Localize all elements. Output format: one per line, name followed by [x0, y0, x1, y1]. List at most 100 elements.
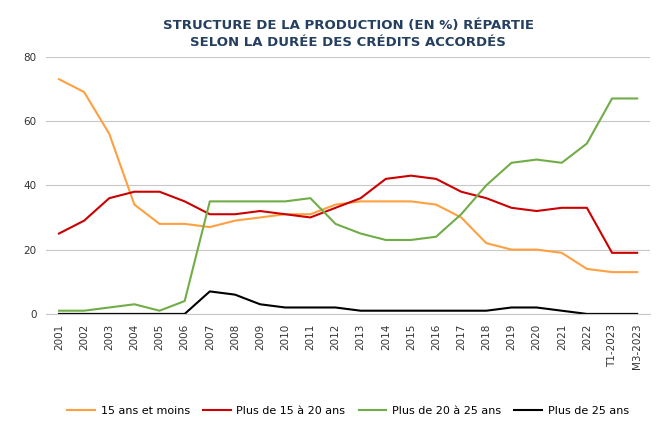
Plus de 15 à 20 ans	[131, 189, 139, 194]
Plus de 15 à 20 ans	[156, 189, 164, 194]
15 ans et moins	[231, 218, 239, 223]
Plus de 20 à 25 ans	[357, 231, 365, 236]
15 ans et moins	[80, 89, 88, 95]
Plus de 25 ans	[432, 308, 440, 313]
Plus de 15 à 20 ans	[55, 231, 63, 236]
Plus de 15 à 20 ans	[633, 250, 641, 255]
Plus de 25 ans	[382, 308, 390, 313]
Plus de 25 ans	[633, 311, 641, 317]
Plus de 15 à 20 ans	[608, 250, 616, 255]
15 ans et moins	[256, 215, 264, 220]
15 ans et moins	[382, 199, 390, 204]
Plus de 25 ans	[231, 292, 239, 297]
15 ans et moins	[332, 202, 339, 207]
15 ans et moins	[532, 247, 540, 252]
15 ans et moins	[633, 269, 641, 275]
Plus de 20 à 25 ans	[558, 160, 566, 165]
Plus de 15 à 20 ans	[256, 208, 264, 214]
15 ans et moins	[558, 250, 566, 255]
15 ans et moins	[483, 241, 491, 246]
15 ans et moins	[55, 77, 63, 82]
15 ans et moins	[507, 247, 515, 252]
Plus de 25 ans	[55, 311, 63, 317]
15 ans et moins	[281, 211, 289, 217]
Plus de 20 à 25 ans	[608, 96, 616, 101]
Plus de 25 ans	[256, 302, 264, 307]
Plus de 20 à 25 ans	[457, 211, 465, 217]
Plus de 20 à 25 ans	[532, 157, 540, 162]
Plus de 25 ans	[306, 305, 314, 310]
15 ans et moins	[583, 266, 591, 272]
Plus de 20 à 25 ans	[407, 237, 415, 242]
Plus de 20 à 25 ans	[306, 195, 314, 201]
15 ans et moins	[306, 211, 314, 217]
Plus de 15 à 20 ans	[507, 205, 515, 211]
Plus de 20 à 25 ans	[256, 199, 264, 204]
Plus de 20 à 25 ans	[332, 221, 339, 227]
Line: Plus de 25 ans: Plus de 25 ans	[59, 291, 637, 314]
Plus de 15 à 20 ans	[105, 195, 113, 201]
Legend: 15 ans et moins, Plus de 15 à 20 ans, Plus de 20 à 25 ans, Plus de 25 ans: 15 ans et moins, Plus de 15 à 20 ans, Pl…	[63, 402, 633, 421]
Plus de 20 à 25 ans	[80, 308, 88, 313]
Plus de 20 à 25 ans	[206, 199, 213, 204]
Plus de 25 ans	[457, 308, 465, 313]
Plus de 25 ans	[583, 311, 591, 317]
Plus de 25 ans	[206, 289, 213, 294]
Plus de 20 à 25 ans	[633, 96, 641, 101]
Line: 15 ans et moins: 15 ans et moins	[59, 79, 637, 272]
Plus de 20 à 25 ans	[281, 199, 289, 204]
Plus de 15 à 20 ans	[432, 176, 440, 181]
Plus de 15 à 20 ans	[407, 173, 415, 178]
Plus de 15 à 20 ans	[357, 195, 365, 201]
Plus de 15 à 20 ans	[532, 208, 540, 214]
Plus de 15 à 20 ans	[80, 218, 88, 223]
Plus de 25 ans	[80, 311, 88, 317]
Plus de 15 à 20 ans	[457, 189, 465, 194]
Plus de 25 ans	[332, 305, 339, 310]
Line: Plus de 20 à 25 ans: Plus de 20 à 25 ans	[59, 99, 637, 311]
Plus de 25 ans	[407, 308, 415, 313]
Plus de 20 à 25 ans	[507, 160, 515, 165]
15 ans et moins	[357, 199, 365, 204]
15 ans et moins	[407, 199, 415, 204]
Plus de 15 à 20 ans	[332, 205, 339, 211]
Plus de 25 ans	[507, 305, 515, 310]
Plus de 25 ans	[483, 308, 491, 313]
Plus de 20 à 25 ans	[55, 308, 63, 313]
Plus de 15 à 20 ans	[206, 211, 213, 217]
Plus de 15 à 20 ans	[558, 205, 566, 211]
Plus de 20 à 25 ans	[156, 308, 164, 313]
Plus de 20 à 25 ans	[432, 234, 440, 239]
15 ans et moins	[181, 221, 189, 227]
15 ans et moins	[105, 131, 113, 136]
Plus de 25 ans	[156, 311, 164, 317]
Plus de 25 ans	[181, 311, 189, 317]
Plus de 20 à 25 ans	[382, 237, 390, 242]
Plus de 20 à 25 ans	[583, 141, 591, 146]
Plus de 20 à 25 ans	[181, 298, 189, 303]
Plus de 15 à 20 ans	[483, 195, 491, 201]
15 ans et moins	[432, 202, 440, 207]
Plus de 25 ans	[357, 308, 365, 313]
Plus de 15 à 20 ans	[181, 199, 189, 204]
Plus de 25 ans	[608, 311, 616, 317]
Plus de 20 à 25 ans	[483, 183, 491, 188]
15 ans et moins	[206, 225, 213, 230]
Plus de 25 ans	[532, 305, 540, 310]
Plus de 15 à 20 ans	[382, 176, 390, 181]
Title: STRUCTURE DE LA PRODUCTION (EN %) RÉPARTIE
SELON LA DURÉE DES CRÉDITS ACCORDÉS: STRUCTURE DE LA PRODUCTION (EN %) RÉPART…	[162, 19, 534, 48]
Plus de 25 ans	[281, 305, 289, 310]
Plus de 25 ans	[131, 311, 139, 317]
Plus de 15 à 20 ans	[306, 215, 314, 220]
Plus de 15 à 20 ans	[281, 211, 289, 217]
15 ans et moins	[156, 221, 164, 227]
15 ans et moins	[608, 269, 616, 275]
15 ans et moins	[457, 215, 465, 220]
15 ans et moins	[131, 202, 139, 207]
Plus de 15 à 20 ans	[583, 205, 591, 211]
Line: Plus de 15 à 20 ans: Plus de 15 à 20 ans	[59, 176, 637, 253]
Plus de 15 à 20 ans	[231, 211, 239, 217]
Plus de 20 à 25 ans	[131, 302, 139, 307]
Plus de 25 ans	[105, 311, 113, 317]
Plus de 20 à 25 ans	[231, 199, 239, 204]
